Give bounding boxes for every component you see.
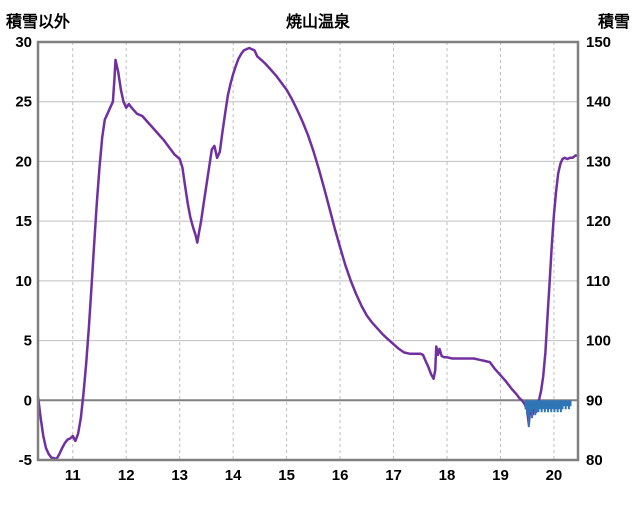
right-tick-label: 120 [586, 213, 611, 230]
right-tick-label: 130 [586, 153, 611, 170]
left-tick-label: 5 [24, 333, 32, 350]
left-axis-label: 積雪以外 [6, 14, 71, 31]
left-tick-label: 15 [15, 213, 32, 230]
right-tick-label: 100 [586, 333, 611, 350]
right-tick-label: 80 [586, 452, 603, 469]
x-tick-label: 15 [278, 467, 295, 484]
right-tick-label: 150 [586, 34, 611, 51]
x-tick-label: 19 [492, 467, 509, 484]
left-tick-label: 25 [15, 94, 32, 111]
chart-header: 積雪以外 焼山温泉 積雪 [0, 6, 636, 32]
x-tick-label: 12 [118, 467, 135, 484]
x-tick-label: 20 [546, 467, 563, 484]
x-tick-label: 17 [385, 467, 402, 484]
x-tick-label: 14 [225, 467, 242, 484]
chart-title: 焼山温泉 [285, 14, 350, 31]
right-tick-label: 110 [586, 273, 610, 290]
right-axis-label: 積雪 [597, 14, 630, 31]
left-tick-label: 30 [15, 34, 32, 51]
right-tick-label: 90 [586, 392, 603, 409]
left-tick-label: 0 [24, 392, 32, 409]
x-tick-label: 11 [65, 467, 81, 484]
plot-border [36, 40, 580, 462]
right-tick-label: 140 [586, 94, 611, 111]
temperature-line [36, 46, 580, 461]
left-tick-label: 20 [15, 153, 32, 170]
x-tick-label: 18 [439, 467, 456, 484]
left-tick-label: 10 [15, 273, 32, 290]
x-tick-label: 16 [332, 467, 349, 484]
left-tick-label: -5 [19, 452, 32, 469]
x-tick-label: 13 [171, 467, 188, 484]
